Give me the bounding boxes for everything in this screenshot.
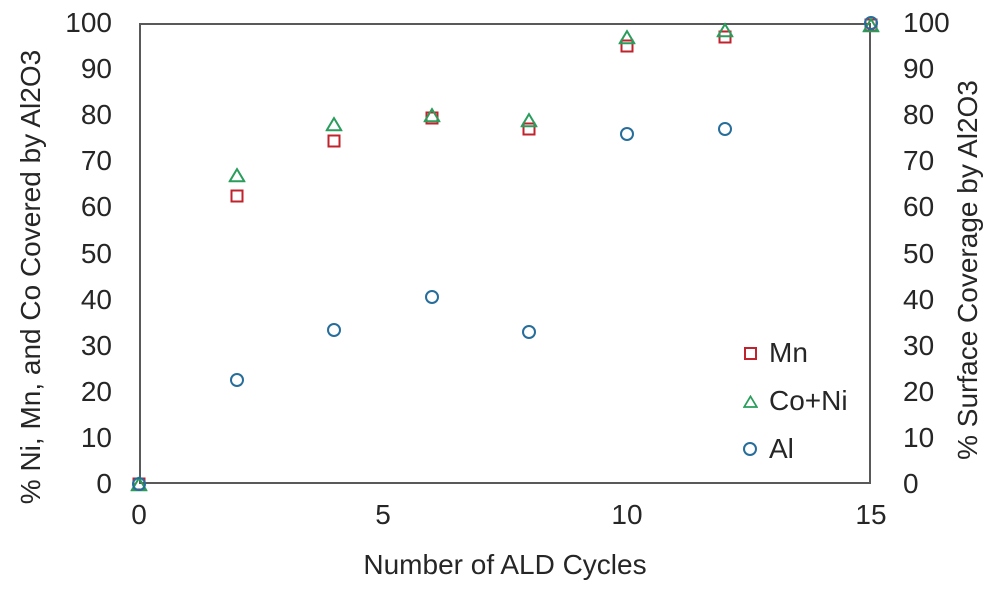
y-tick-label-left: 50 — [80, 237, 112, 269]
y-tick-label-right: 100 — [903, 7, 950, 38]
marker-al — [620, 126, 634, 141]
y-tick-label-left: 80 — [80, 99, 112, 131]
marker-co-ni — [325, 116, 344, 132]
marker-mn — [327, 134, 341, 148]
legend-marker-mn — [736, 346, 764, 360]
triangle-icon — [520, 111, 539, 128]
circle-icon — [743, 442, 757, 456]
legend-label: Mn — [769, 337, 808, 368]
y-tick-label-left: 100 — [65, 7, 112, 38]
y-tick-label-left: 60 — [80, 191, 112, 223]
triangle-icon — [617, 28, 637, 45]
y-tick-label-left: 30 — [80, 329, 112, 361]
y-tick-label-right: 50 — [903, 237, 935, 269]
marker-al — [864, 16, 878, 30]
circle-icon — [229, 373, 244, 388]
marker-al — [132, 477, 146, 491]
y-tick-label-left: 0 — [96, 468, 112, 499]
y-tick-label-left: 20 — [80, 375, 112, 407]
marker-mn — [620, 39, 634, 53]
legend-item-al: Al — [736, 427, 848, 471]
triangle-icon — [742, 394, 758, 408]
left-axis-title: % Ni, Mn, and Co Covered by Al2O3 — [15, 49, 46, 505]
circle-icon — [424, 290, 439, 305]
legend-item-co-ni: Co+Ni — [736, 379, 848, 423]
y-tick-label-right: 60 — [903, 191, 935, 223]
y-tick-label-right: 0 — [903, 468, 919, 499]
marker-al — [717, 122, 732, 137]
y-tick-label-right: 20 — [903, 375, 935, 407]
y-tick-label-left: 70 — [80, 145, 112, 177]
x-tick-label: 0 — [131, 499, 147, 530]
y-tick-label-left: 40 — [80, 283, 112, 315]
marker-co-ni — [227, 167, 246, 183]
square-icon — [620, 39, 634, 53]
y-tick-label-right: 10 — [903, 421, 935, 453]
square-icon — [230, 189, 244, 203]
marker-co-ni — [422, 107, 441, 123]
y-tick-label-left: 90 — [80, 53, 112, 85]
y-tick-label-right: 90 — [903, 53, 935, 85]
circle-icon — [522, 324, 537, 339]
marker-mn — [230, 189, 244, 203]
legend-label: Al — [769, 433, 794, 464]
legend: Mn Co+Ni Al — [736, 331, 848, 475]
legend-item-mn: Mn — [736, 331, 848, 375]
legend-marker-al — [736, 442, 764, 456]
marker-co-ni — [520, 111, 539, 128]
triangle-icon — [227, 167, 246, 183]
square-icon — [327, 134, 341, 148]
square-icon — [743, 346, 757, 360]
x-tick-label: 5 — [375, 499, 391, 530]
triangle-icon — [325, 116, 344, 132]
marker-al — [424, 290, 439, 305]
legend-label: Co+Ni — [769, 385, 848, 416]
x-tick-label: 10 — [611, 499, 643, 530]
square-icon — [522, 122, 536, 136]
marker-al — [327, 322, 342, 337]
x-axis-title: Number of ALD Cycles — [363, 549, 647, 580]
circle-icon — [864, 16, 878, 30]
marker-mn — [522, 122, 536, 136]
x-tick-label: 15 — [855, 499, 887, 530]
marker-al — [229, 373, 244, 388]
y-tick-label-right: 70 — [903, 145, 935, 177]
circle-icon — [717, 122, 732, 137]
marker-al — [522, 324, 537, 339]
y-tick-label-right: 40 — [903, 283, 935, 315]
y-tick-label-right: 30 — [903, 329, 935, 361]
circle-icon — [327, 322, 342, 337]
circle-icon — [132, 477, 146, 491]
y-tick-label-left: 10 — [80, 421, 112, 453]
marker-co-ni — [617, 28, 637, 45]
marker-co-ni — [715, 22, 734, 38]
triangle-icon — [422, 107, 441, 123]
y-tick-label-right: 80 — [903, 99, 935, 131]
legend-marker-co-ni — [736, 394, 764, 408]
triangle-icon — [715, 22, 734, 38]
circle-icon — [620, 126, 634, 141]
